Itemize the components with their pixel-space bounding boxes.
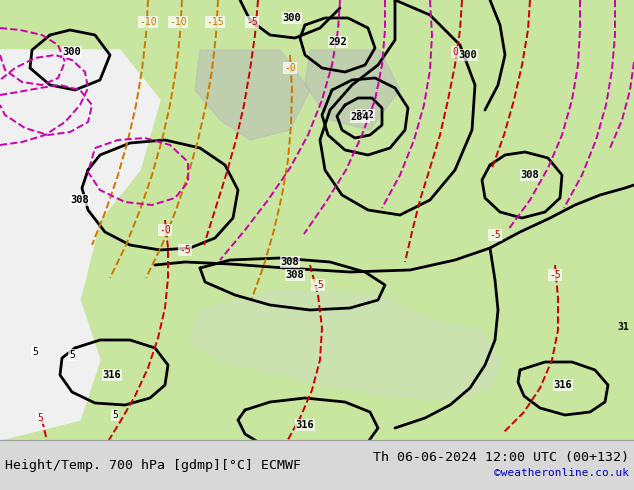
- Bar: [0, 0, 634, 440]
- Polygon shape: [190, 290, 500, 400]
- Text: 300: 300: [63, 47, 81, 57]
- Text: -10: -10: [169, 17, 187, 27]
- Polygon shape: [0, 50, 160, 440]
- Text: 5: 5: [37, 413, 43, 423]
- Text: ©weatheronline.co.uk: ©weatheronline.co.uk: [494, 468, 629, 478]
- Text: 308: 308: [281, 257, 299, 267]
- Text: 300: 300: [283, 13, 301, 23]
- Text: -5: -5: [246, 17, 258, 27]
- Text: 308: 308: [286, 270, 304, 280]
- Text: Height/Temp. 700 hPa [gdmp][°C] ECMWF: Height/Temp. 700 hPa [gdmp][°C] ECMWF: [5, 459, 301, 471]
- Text: -5: -5: [549, 270, 561, 280]
- Text: 316: 316: [103, 370, 121, 380]
- Text: 284: 284: [351, 112, 370, 122]
- Text: 308: 308: [521, 170, 540, 180]
- Text: 5: 5: [32, 347, 38, 357]
- Text: -0: -0: [159, 225, 171, 235]
- Text: 31: 31: [617, 322, 629, 332]
- Text: -0: -0: [284, 63, 296, 73]
- Text: 5: 5: [69, 350, 75, 360]
- Text: 0: 0: [452, 47, 458, 57]
- Text: -5: -5: [179, 245, 191, 255]
- Text: 292: 292: [328, 37, 347, 47]
- Text: 316: 316: [295, 420, 314, 430]
- Text: 316: 316: [553, 380, 573, 390]
- Text: 308: 308: [70, 195, 89, 205]
- Text: -5: -5: [489, 230, 501, 240]
- Text: -5: -5: [312, 280, 324, 290]
- Text: 5: 5: [112, 410, 118, 420]
- Polygon shape: [305, 50, 400, 130]
- Text: -10: -10: [139, 17, 157, 27]
- Text: Th 06-06-2024 12:00 UTC (00+132): Th 06-06-2024 12:00 UTC (00+132): [373, 450, 629, 464]
- Text: 292: 292: [356, 110, 374, 120]
- Text: 300: 300: [458, 50, 477, 60]
- Text: -15: -15: [206, 17, 224, 27]
- Bar: [0, 440, 634, 490]
- Polygon shape: [195, 50, 310, 140]
